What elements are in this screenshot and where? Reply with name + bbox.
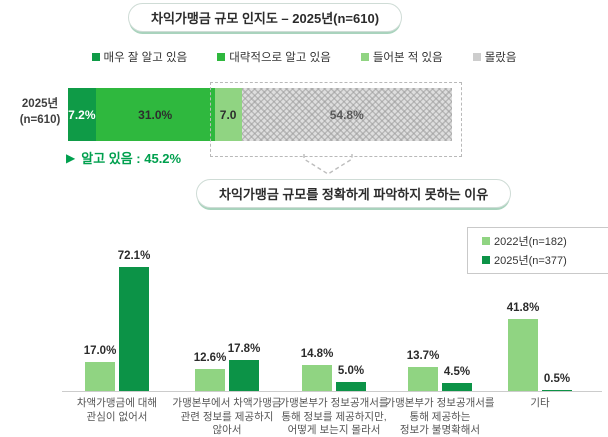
legend-swatch-icon (361, 53, 369, 61)
down-arrow-icon (300, 153, 356, 179)
unaware-callout-box (210, 82, 462, 157)
top-chart-legend: 매우 잘 알고 있음 대략적으로 알고 있음 들어본 적 있음 몰랐음 (0, 49, 608, 65)
bottom-chart-legend: 2022년(n=182) 2025년(n=377) (467, 227, 608, 274)
legend-label: 몰랐음 (485, 49, 517, 65)
legend-item-3: 몰랐음 (473, 49, 517, 65)
stack-segment-1: 31.0% (96, 88, 215, 141)
legend-item-0: 매우 잘 알고 있음 (92, 49, 188, 65)
legend-label: 대략적으로 알고 있음 (229, 49, 331, 65)
bar-group-2: 14.8%5.0% (300, 365, 368, 391)
bar-2022년-group1: 12.6% (195, 369, 225, 391)
bottom-legend-item-0: 2022년(n=182) (482, 233, 608, 249)
stack-segment-value: 31.0% (138, 108, 172, 122)
legend-item-1: 대략적으로 알고 있음 (217, 49, 331, 65)
top-chart-title: 차익가맹금 규모 인지도 – 2025년(n=610) (128, 3, 402, 32)
franchise-fee-awareness-infographic: 차익가맹금 규모 인지도 – 2025년(n=610) 매우 잘 알고 있음 대략… (0, 0, 608, 437)
legend-swatch-icon (92, 53, 100, 61)
legend-label: 매우 잘 알고 있음 (104, 49, 188, 65)
value-label: 0.5% (528, 373, 586, 385)
bar-2022년-group0: 17.0% (85, 362, 115, 391)
aware-annotation: ▶ 알고 있음 : 45.2% (66, 148, 181, 167)
bar-group-0: 17.0%72.1% (83, 267, 151, 391)
value-label: 5.0% (322, 365, 380, 377)
legend-label: 2022년(n=182) (494, 233, 567, 249)
bottom-chart-title: 차익가맹금 규모를 정확하게 파악하지 못하는 이유 (196, 179, 511, 208)
bar-group-1: 12.6%17.8% (193, 360, 261, 391)
legend-swatch-icon (473, 53, 481, 61)
row-label-year: 2025년 (14, 97, 66, 113)
legend-item-2: 들어본 적 있음 (361, 49, 443, 65)
bar-2025년-group4: 0.5% (542, 390, 572, 391)
bar-2025년-group0: 72.1% (119, 267, 149, 391)
value-label: 14.8% (288, 348, 346, 360)
legend-swatch-icon (482, 256, 490, 264)
bar-2025년-group1: 17.8% (229, 360, 259, 391)
value-label: 17.8% (215, 343, 273, 355)
triangle-marker-icon: ▶ (66, 151, 75, 165)
bottom-legend-item-1: 2025년(n=377) (482, 252, 608, 268)
legend-swatch-icon (482, 237, 490, 245)
stack-segment-value: 7.2% (68, 108, 95, 122)
legend-label: 2025년(n=377) (494, 252, 567, 268)
value-label: 72.1% (105, 250, 163, 262)
legend-swatch-icon (217, 53, 225, 61)
stacked-bar-row-label: 2025년 (n=610) (14, 97, 66, 128)
legend-label: 들어본 적 있음 (373, 49, 443, 65)
bar-2025년-group3: 4.5% (442, 383, 472, 391)
stack-segment-0: 7.2% (68, 88, 96, 141)
x-axis-line (62, 391, 602, 392)
bar-2025년-group2: 5.0% (336, 382, 366, 391)
value-label: 13.7% (394, 350, 452, 362)
value-label: 4.5% (428, 366, 486, 378)
row-label-n: (n=610) (14, 113, 66, 129)
bar-group-4: 41.8%0.5% (506, 319, 574, 391)
aware-annotation-text: 알고 있음 : 45.2% (81, 148, 181, 167)
bar-group-3: 13.7%4.5% (406, 367, 474, 391)
value-label: 41.8% (494, 302, 552, 314)
category-label-4: 기타 (462, 397, 608, 411)
